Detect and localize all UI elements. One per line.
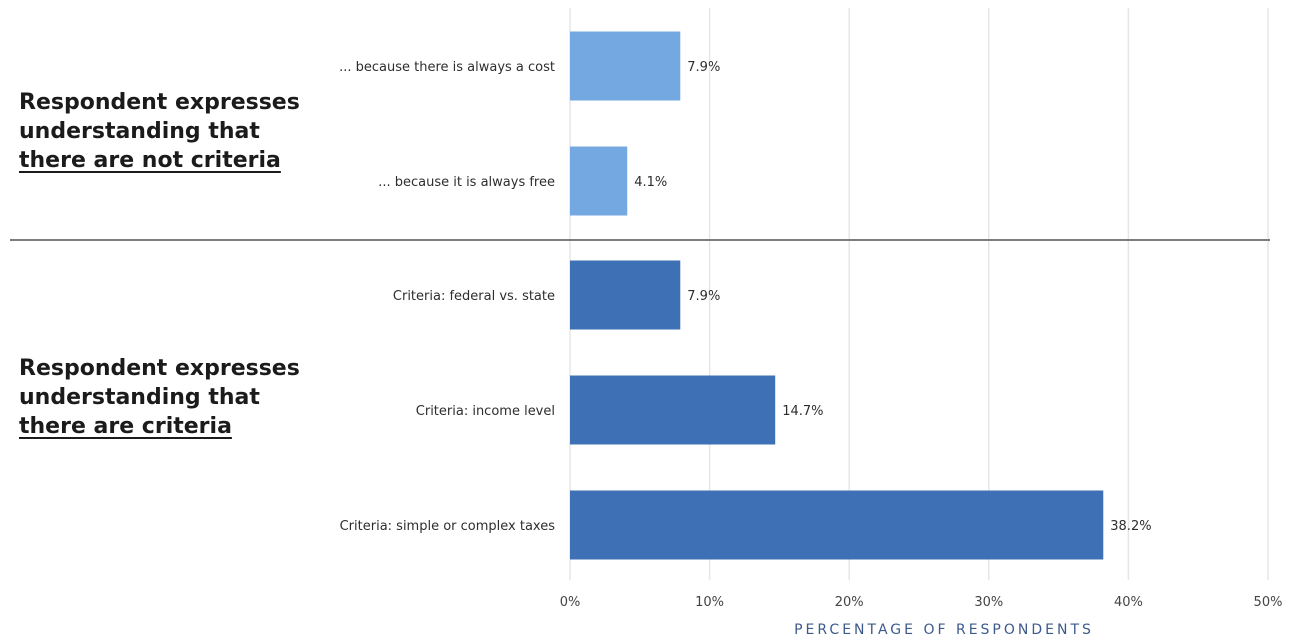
x-tick-label: 10%	[695, 595, 724, 610]
data-label: 4.1%	[634, 175, 667, 190]
x-tick-label: 40%	[1114, 595, 1143, 610]
x-axis-title: PERCENTAGE OF RESPONDENTS	[794, 622, 1094, 638]
category-label: ... because it is always free	[378, 175, 555, 190]
x-tick-label: 30%	[974, 595, 1003, 610]
bar	[570, 375, 776, 445]
group-label-criteria: Respondent expresses understanding that …	[19, 354, 300, 441]
data-label: 38.2%	[1110, 519, 1151, 534]
x-tick-label: 20%	[835, 595, 864, 610]
group-label-line: Respondent expresses	[19, 90, 300, 115]
bar	[570, 146, 628, 216]
category-label: Criteria: income level	[416, 404, 555, 419]
group-label-line: Respondent expresses	[19, 356, 300, 381]
x-tick-label: 50%	[1254, 595, 1283, 610]
group-label-emphasis: there are criteria	[19, 414, 232, 439]
data-label: 7.9%	[687, 289, 720, 304]
group-label-emphasis: there are not criteria	[19, 148, 281, 173]
data-label: 7.9%	[687, 60, 720, 75]
group-label-no-criteria: Respondent expresses understanding that …	[19, 88, 300, 175]
group-label-line: understanding that	[19, 385, 260, 410]
group-label-line: understanding that	[19, 119, 260, 144]
bar	[570, 490, 1104, 560]
data-label: 14.7%	[782, 404, 823, 419]
category-label: Criteria: federal vs. state	[393, 289, 555, 304]
x-tick-label: 0%	[560, 595, 581, 610]
bar	[570, 260, 681, 330]
category-label: Criteria: simple or complex taxes	[340, 519, 556, 534]
bar	[570, 31, 681, 101]
category-label: ... because there is always a cost	[339, 60, 555, 75]
